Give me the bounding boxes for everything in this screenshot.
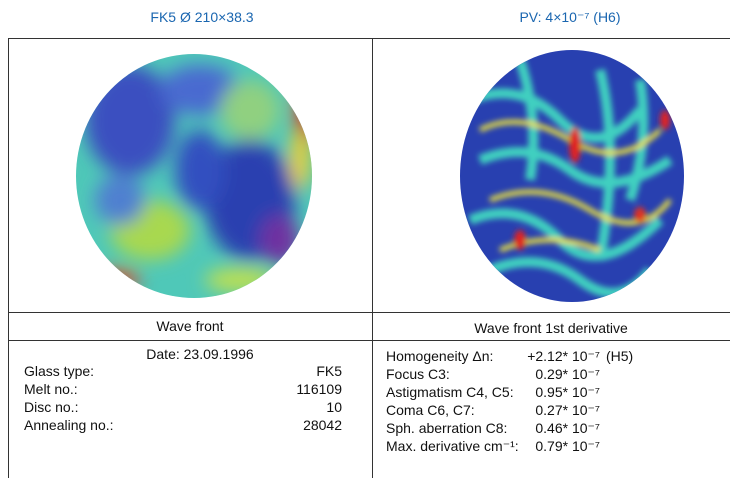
row-value: 0.95* 10⁻⁷ bbox=[500, 384, 600, 400]
row-label: Disc no.: bbox=[24, 399, 78, 415]
row-label: Astigmatism C4, C5: bbox=[386, 384, 514, 400]
rule bbox=[8, 38, 9, 478]
date: Date: 23.09.1996 bbox=[8, 346, 392, 362]
rule bbox=[372, 38, 373, 478]
row-value: 0.27* 10⁻⁷ bbox=[500, 402, 600, 418]
row-label: Glass type: bbox=[24, 363, 94, 379]
left-header: FK5 Ø 210×38.3 bbox=[82, 9, 322, 25]
caption: Wave front bbox=[8, 318, 372, 334]
row-label: Max. derivative cm⁻¹: bbox=[386, 438, 519, 454]
row-value: 10 bbox=[200, 399, 342, 415]
row-note: (H5) bbox=[606, 348, 633, 364]
row-value: 116109 bbox=[200, 381, 342, 397]
row-label: Melt no.: bbox=[24, 381, 78, 397]
rule bbox=[8, 38, 730, 39]
row-value: 28042 bbox=[200, 417, 342, 433]
caption: Wave front 1st derivative bbox=[372, 320, 730, 336]
rule bbox=[8, 312, 730, 313]
row-value: 0.46* 10⁻⁷ bbox=[500, 420, 600, 436]
row-label: Homogeneity Δn: bbox=[386, 348, 493, 364]
wave-front-map bbox=[70, 50, 320, 300]
row-label: Sph. aberration C8: bbox=[386, 420, 507, 436]
row-value: +2.12* 10⁻⁷ bbox=[500, 348, 600, 364]
row-value: FK5 bbox=[200, 363, 342, 379]
right-header: PV: 4×10⁻⁷ (H6) bbox=[450, 9, 690, 25]
figure: FK5 Ø 210×38.3 PV: 4×10⁻⁷ (H6) Wave fron… bbox=[0, 0, 730, 478]
rule bbox=[8, 340, 730, 341]
row-value: 0.79* 10⁻⁷ bbox=[500, 438, 600, 454]
row-label: Annealing no.: bbox=[24, 417, 114, 433]
wave-front-derivative-map bbox=[455, 45, 690, 305]
row-label: Focus C3: bbox=[386, 366, 450, 382]
row-label: Coma C6, C7: bbox=[386, 402, 475, 418]
wavefront-maps bbox=[0, 0, 730, 478]
row-value: 0.29* 10⁻⁷ bbox=[500, 366, 600, 382]
